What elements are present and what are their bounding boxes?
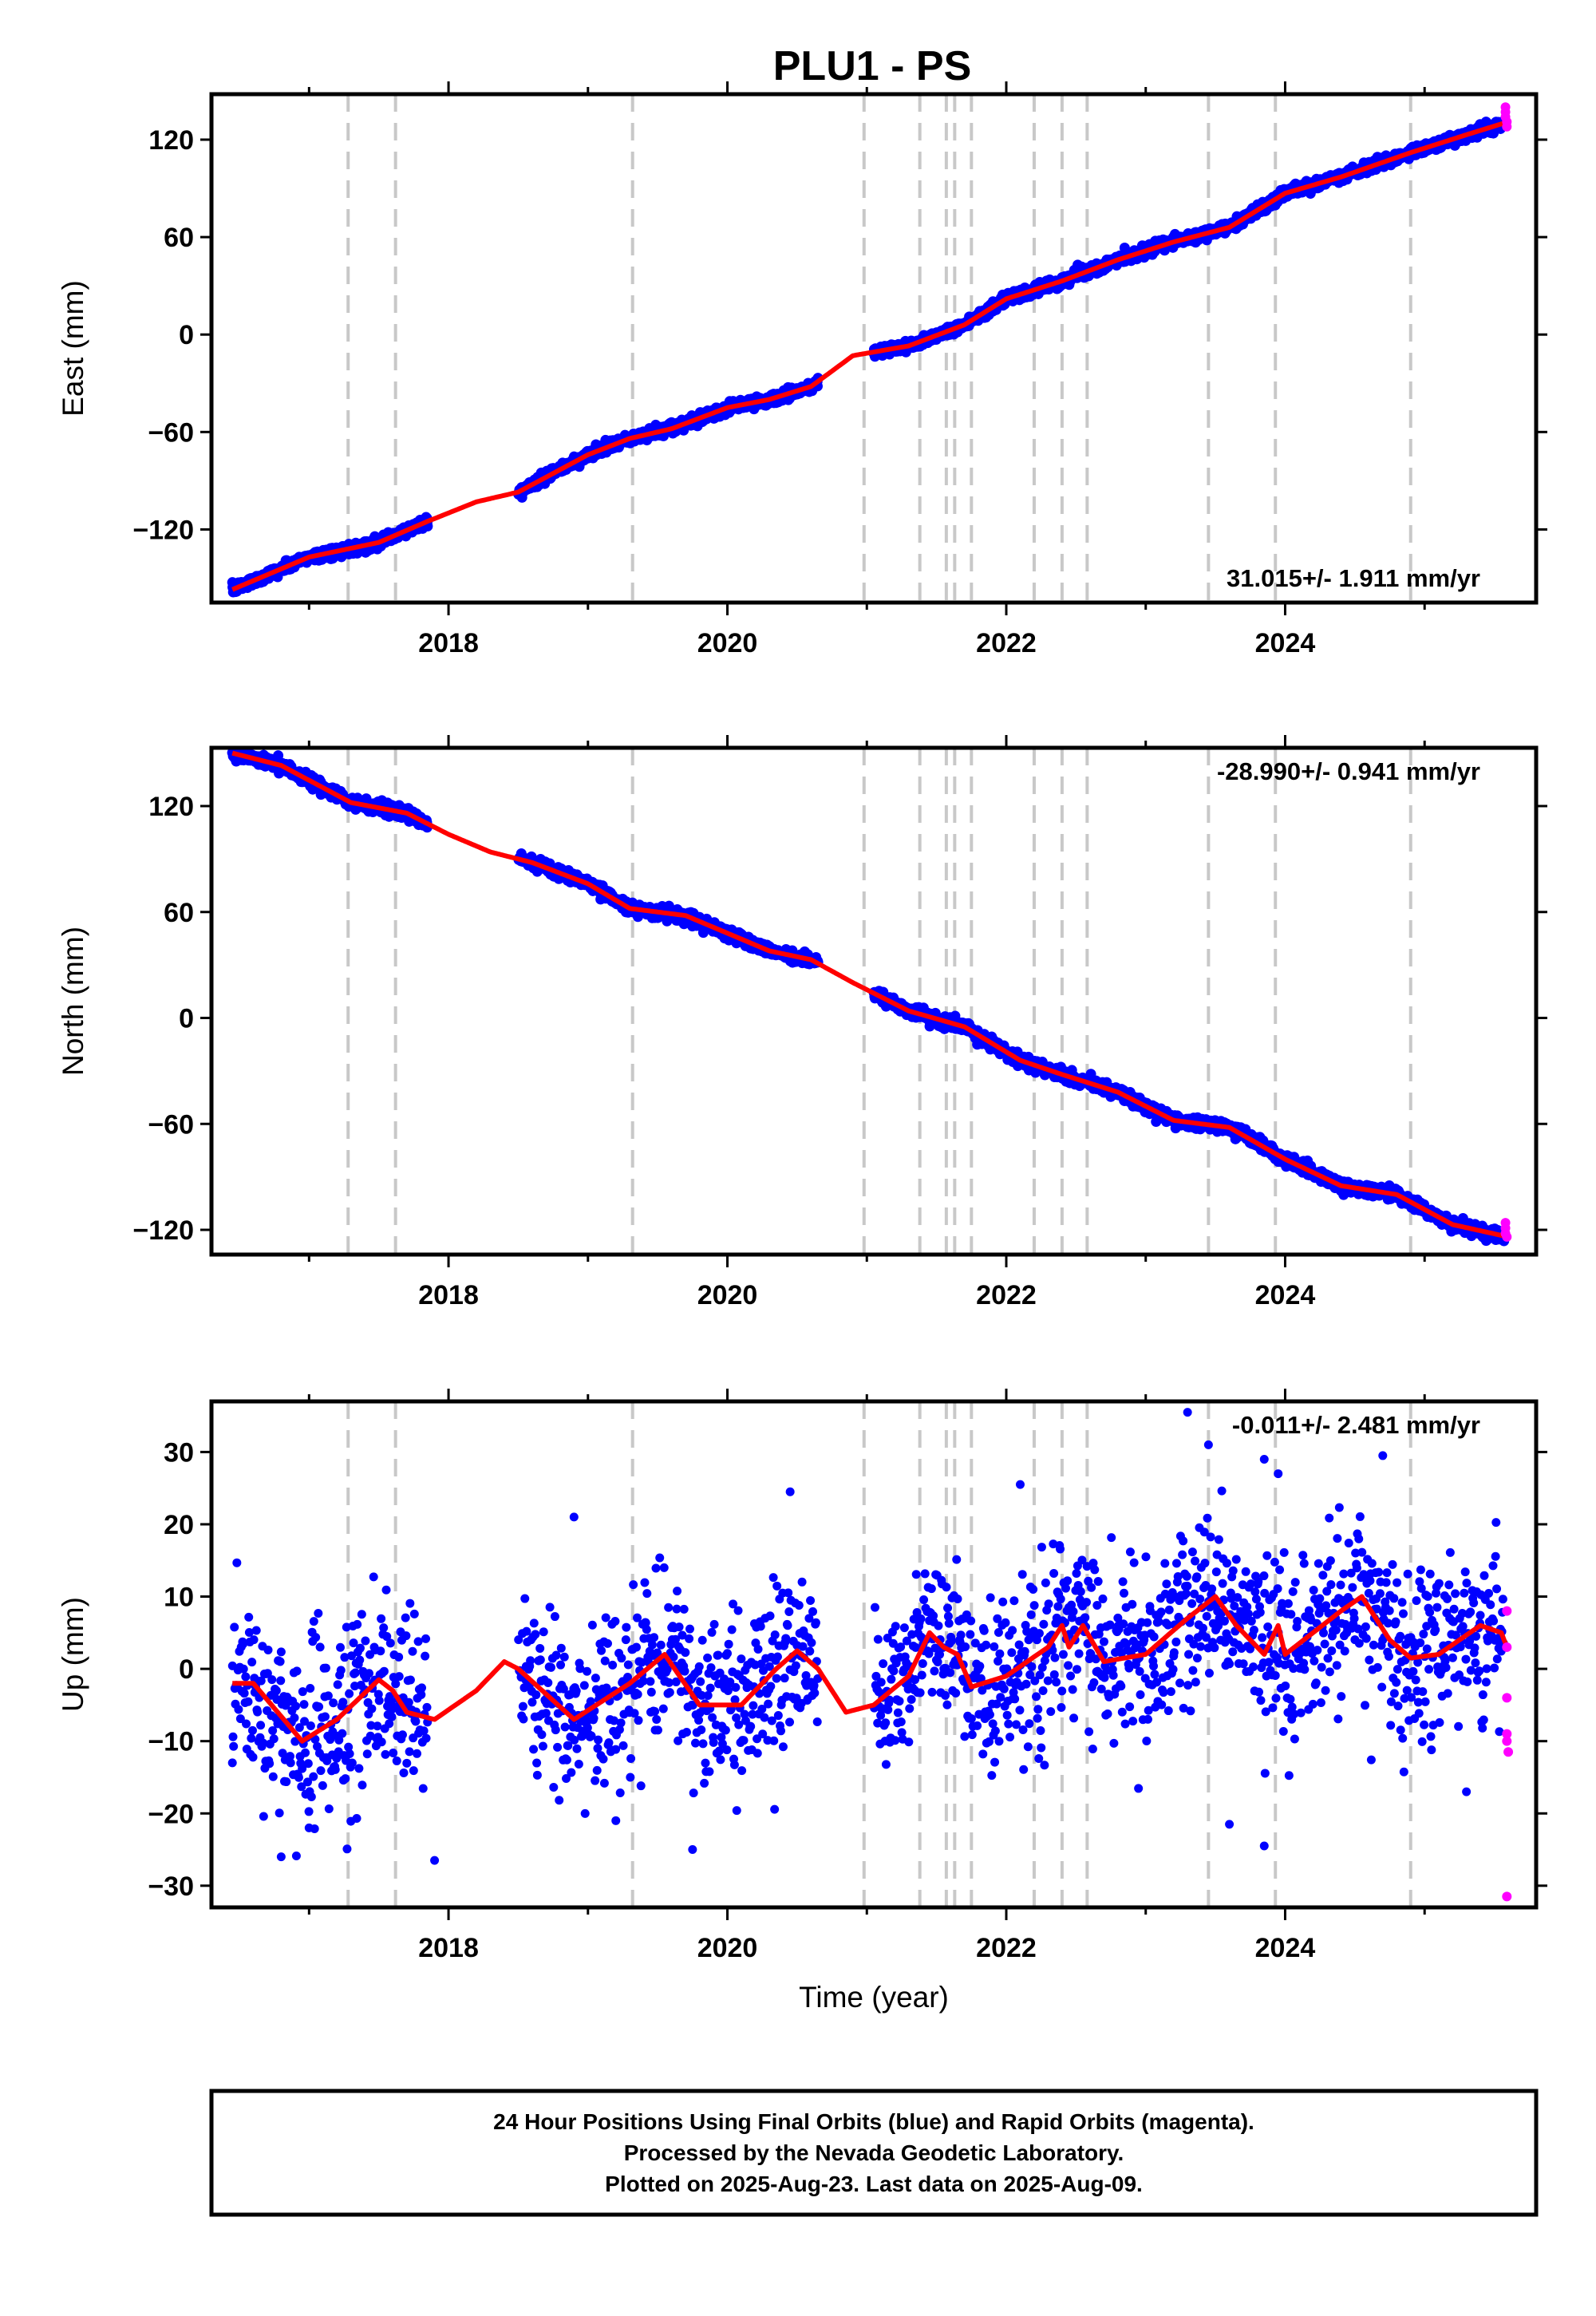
east-rate-label: 31.015+/- 1.911 mm/yr	[1227, 564, 1480, 592]
east-rapid-points	[1500, 102, 1512, 132]
y-tick-label: 120	[148, 125, 194, 156]
north-panel: North (mm) -28.990+/- 0.941 mm/yr 2018 2…	[57, 735, 1547, 1310]
east-panel: East (mm) 31.015+/- 1.911 mm/yr 2018 202…	[57, 81, 1547, 658]
plot-title: PLU1 - PS	[773, 43, 972, 89]
y-tick-label: 0	[179, 320, 194, 350]
east-x-tick-labels: 2018 2020 2022 2024	[418, 628, 1315, 658]
y-tick-label: 60	[164, 223, 194, 253]
x-tick-label: 2018	[418, 628, 479, 658]
x-tick-label: 2020	[697, 628, 758, 658]
y-tick-label: −120	[132, 515, 194, 545]
east-y-tick-labels: 120 60 0 −60 −120	[132, 125, 194, 545]
y-tick-label: −60	[148, 417, 194, 448]
east-rapid-point	[1502, 121, 1512, 132]
x-tick-label: 2022	[976, 628, 1037, 658]
x-tick-label: 2024	[1255, 628, 1316, 658]
east-y-axis-label: East (mm)	[57, 280, 89, 417]
